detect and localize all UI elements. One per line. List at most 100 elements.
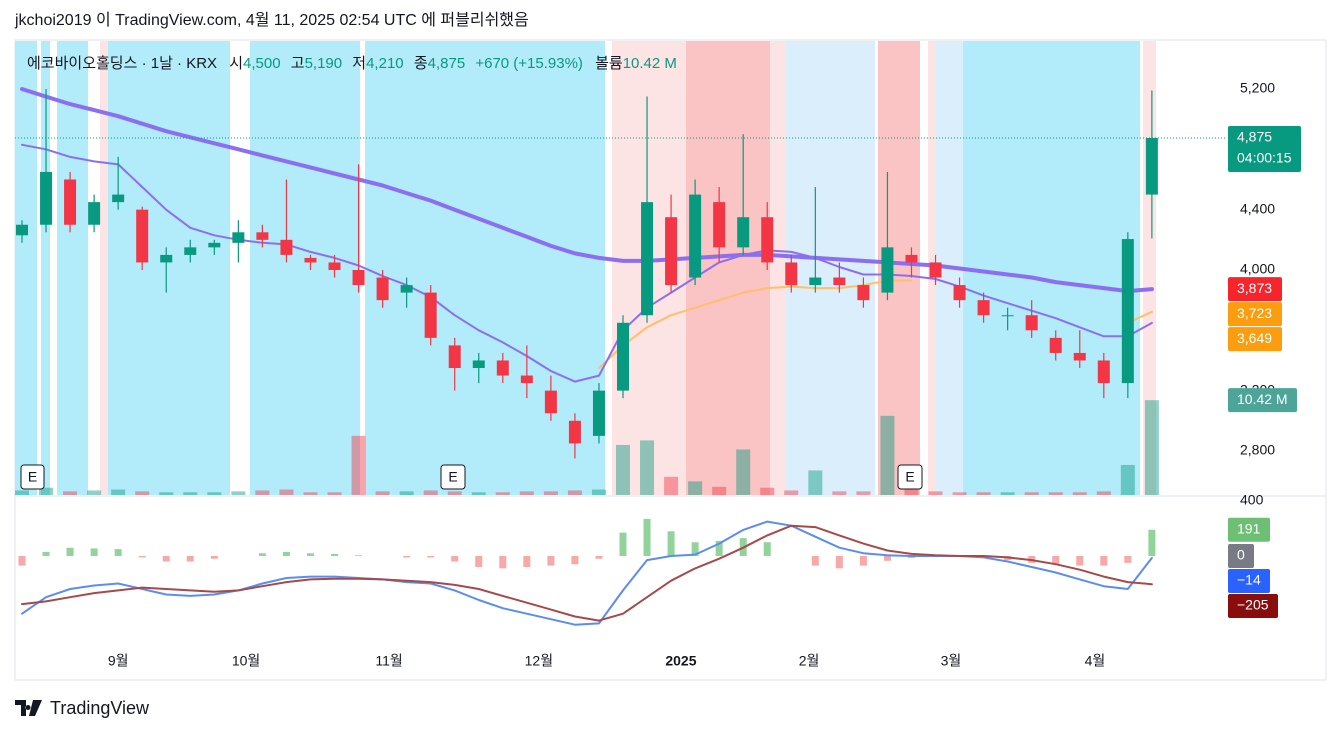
histogram-bar [1100, 555, 1108, 566]
volume-bar [1072, 492, 1087, 495]
volume-bar [928, 491, 943, 495]
ohlc-value: 4,875 [428, 55, 466, 72]
histogram-bar [907, 555, 915, 559]
candle-body [713, 202, 726, 248]
volume-bar [519, 491, 534, 495]
histogram-bar [835, 555, 843, 569]
event-label: E [905, 469, 914, 485]
volume-bar [207, 492, 222, 495]
price-label-box [1228, 388, 1297, 413]
candle-body [857, 285, 870, 301]
volume-bar [567, 490, 582, 495]
volume-bar [1120, 464, 1135, 495]
volume-bar [495, 492, 510, 495]
histogram-bar [114, 549, 122, 556]
candle-body [520, 375, 533, 384]
histogram-bar [619, 532, 627, 556]
volume-bar [447, 491, 462, 495]
y-tick-label: 5,200 [1240, 80, 1275, 96]
band [100, 41, 108, 495]
histogram-bar [1124, 555, 1132, 563]
background-bands [15, 41, 1156, 495]
candle-body [953, 285, 966, 301]
volume-bar [880, 415, 895, 495]
histogram-bar [1052, 555, 1060, 565]
ohlc-value: 4,210 [366, 55, 404, 72]
volume-bar [1024, 492, 1039, 495]
x-tick-label: 9월 [108, 653, 129, 669]
volume-bar [904, 489, 919, 495]
candle-body [304, 257, 317, 263]
y-tick-label: 4,000 [1240, 261, 1275, 277]
candle-body [592, 390, 605, 436]
histogram-bar [715, 540, 723, 556]
volume-bar [1048, 492, 1063, 495]
candle-body [376, 277, 389, 301]
candle-body [905, 254, 918, 263]
volume-bar [159, 492, 174, 495]
volume-bar [808, 470, 823, 495]
x-tick-label: 4월 [1085, 653, 1106, 669]
histogram-bar [859, 555, 867, 566]
price-label-box [1228, 302, 1282, 327]
volume-bar [1000, 492, 1015, 495]
candle-body [496, 360, 509, 376]
change: +670 (+15.93%) [475, 55, 583, 72]
event-box[interactable] [440, 464, 466, 490]
candle-body [665, 217, 678, 286]
histogram-bar [1076, 555, 1084, 566]
price-label-box [1228, 543, 1254, 568]
histogram-bar [691, 542, 699, 556]
volume-bar [327, 492, 342, 495]
candle-body [16, 224, 28, 236]
price-label-text: −14 [1237, 572, 1261, 588]
candle-body [689, 194, 702, 278]
volume-bar [736, 449, 751, 495]
candle-body [160, 254, 173, 263]
volume-bar [39, 487, 54, 495]
price-label-text: 4,875 [1237, 129, 1272, 145]
candle-body [1097, 360, 1110, 384]
logo-icon [15, 700, 42, 716]
ohlc-key: 종 [414, 55, 428, 72]
band [770, 41, 786, 495]
price-label-text: 0 [1237, 547, 1245, 563]
histogram-bar [138, 555, 146, 558]
candle-body [1145, 138, 1158, 195]
candle-body [1049, 337, 1062, 353]
candle-body [1121, 239, 1134, 384]
ohlc-value: 4,500 [243, 55, 281, 72]
event-label: E [448, 469, 457, 485]
histogram-bar [883, 555, 891, 561]
band [250, 41, 360, 495]
candle-body [1001, 315, 1014, 317]
ohlc-key: 고 [291, 55, 305, 72]
volume-bar [255, 490, 270, 495]
histogram-bar [643, 518, 651, 556]
y-tick-label: 2,800 [1240, 442, 1275, 458]
histogram-bar [499, 555, 507, 569]
price-label-text: 191 [1237, 520, 1261, 536]
price-label-box [1228, 568, 1270, 593]
y-tick-label: 4,400 [1240, 200, 1275, 216]
histogram-bar [90, 548, 98, 556]
candle-body [929, 262, 942, 278]
publish-info: jkchoi2019 이 TradingView.com, 4월 11, 202… [14, 11, 529, 29]
logo-text: TradingView [50, 698, 150, 718]
histogram-bar [210, 555, 218, 559]
candle-body [136, 209, 149, 263]
price-label-box [1228, 126, 1301, 173]
ohlc-key: 시 [229, 55, 243, 72]
band [108, 41, 230, 495]
event-box[interactable] [20, 464, 45, 490]
event-box[interactable] [897, 464, 923, 490]
histogram-bar [258, 553, 266, 556]
x-tick-label: 10월 [232, 653, 260, 669]
candle-body [112, 194, 125, 203]
histogram-bar [403, 555, 411, 558]
histogram-bar [282, 551, 290, 556]
price-label-text: −205 [1237, 597, 1269, 613]
volume-bar [399, 491, 414, 495]
histogram-bar [162, 555, 170, 562]
volume-bar [543, 491, 558, 495]
